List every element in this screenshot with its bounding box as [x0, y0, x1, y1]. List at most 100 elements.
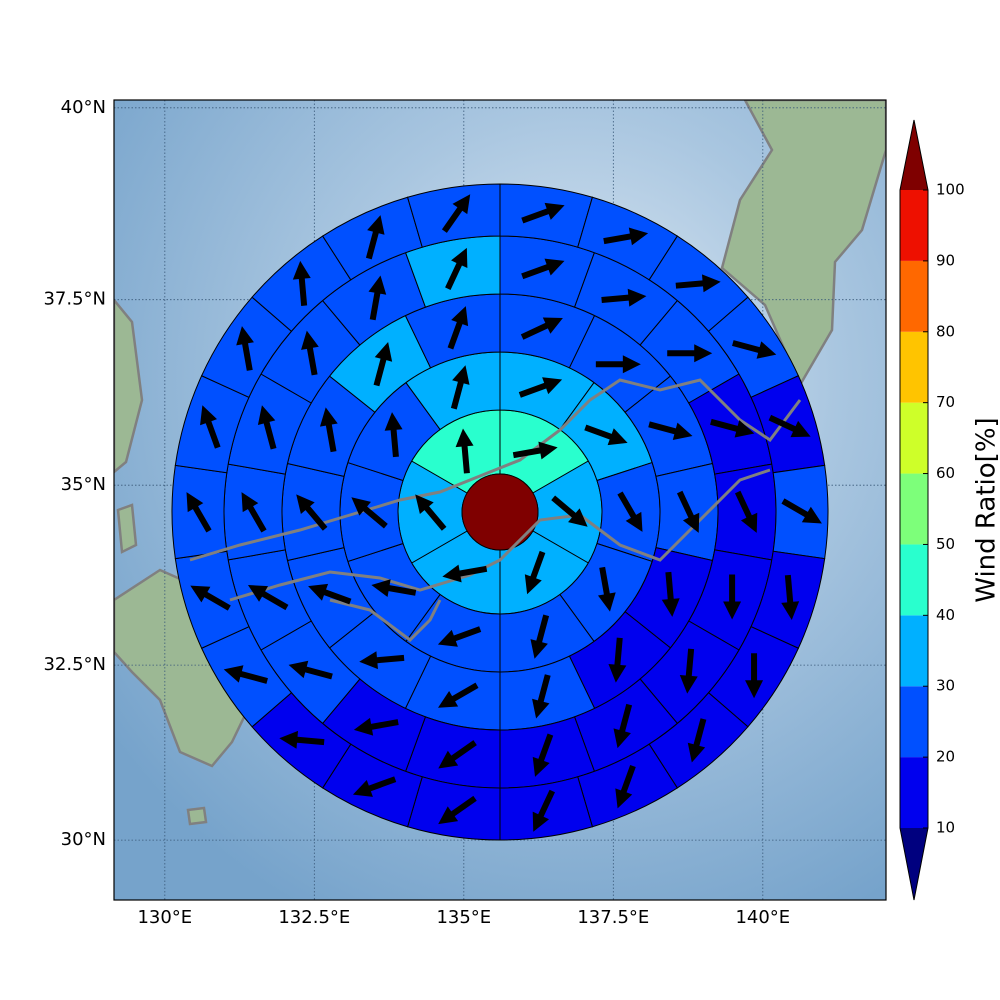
wind-arrow — [438, 682, 479, 708]
y-tick-label: 32.5°N — [43, 654, 106, 675]
wind-arrow — [384, 412, 403, 458]
land-korea — [114, 298, 144, 474]
wind-arrow — [584, 424, 628, 446]
colorbar-over — [900, 120, 928, 190]
wind-arrow — [442, 564, 488, 583]
wind-arrow — [415, 494, 447, 531]
wind-arrow — [524, 550, 546, 595]
map — [114, 100, 886, 900]
x-tick-label: 132.5°E — [278, 907, 350, 928]
colorbar-bin — [900, 402, 928, 474]
wind-arrow — [223, 665, 268, 684]
x-tick-label: 137.5°E — [577, 907, 649, 928]
wind-arrow — [710, 418, 755, 438]
wind-arrow — [373, 342, 393, 387]
y-tick-label: 37.5°N — [43, 289, 106, 310]
wind-arrow — [723, 574, 742, 620]
y-tick-label: 30°N — [61, 829, 106, 850]
wind-arrow — [359, 651, 405, 670]
colorbar-bin — [900, 473, 928, 545]
x-tick-label: 140°E — [735, 907, 790, 928]
wind-arrow — [675, 274, 721, 293]
land-island — [186, 806, 208, 826]
wind-arrow — [667, 344, 713, 363]
colorbar-tick-label: 20 — [936, 748, 955, 766]
coast-shikoku — [329, 598, 442, 642]
wind-arrow — [530, 614, 550, 659]
wind-arrow — [521, 202, 565, 224]
y-tick-label: 35°N — [61, 474, 106, 495]
wind-arrow — [679, 648, 698, 694]
wind-arrow — [441, 194, 471, 233]
wind-arrow — [518, 377, 563, 398]
wind-arrow — [603, 227, 649, 246]
colorbar-tick-label: 10 — [936, 819, 955, 837]
colorbar: 10 20 30 40 50 60 70 80 90 100 — [899, 119, 965, 901]
wind-arrow — [648, 421, 693, 440]
polar-grid — [171, 183, 829, 841]
wind-arrow — [613, 703, 633, 749]
x-tick-label: 130°E — [137, 907, 192, 928]
wind-arrow — [532, 789, 555, 832]
wind-arrow — [236, 326, 254, 371]
wind-arrow — [292, 260, 311, 306]
wind-arrow — [661, 571, 680, 617]
colorbar-tick-label: 80 — [936, 322, 955, 340]
wind-arrow — [190, 585, 231, 611]
wind-arrow — [687, 718, 707, 763]
wind-arrow — [595, 355, 641, 374]
wind-arrow — [308, 583, 352, 605]
center-circle — [461, 473, 539, 551]
wind-arrow — [676, 490, 700, 533]
wind-arrow — [353, 717, 399, 736]
colorbar-bin — [900, 190, 928, 261]
wind-arrow — [368, 275, 387, 321]
wind-arrow — [186, 492, 212, 533]
wind-arrow — [437, 626, 482, 647]
wind-arrow — [241, 492, 267, 533]
wind-arrow — [247, 584, 289, 611]
colorbar-bin — [900, 544, 928, 616]
wind-arrow — [734, 490, 758, 533]
colorbar-label: Wind Ratio[%] — [972, 417, 1000, 602]
x-tick-label: 135°E — [436, 907, 491, 928]
wind-arrow — [608, 637, 627, 683]
colorbar-bin — [900, 757, 928, 828]
wind-arrow — [450, 365, 470, 410]
wind-arrow — [455, 428, 474, 474]
axes: 130°E 132.5°E 135°E 137.5°E 140°E 30°N 32.5°N 3… — [43, 97, 790, 928]
map-frame — [113, 99, 887, 901]
wind-arrow — [617, 491, 643, 532]
colorbar-bin — [900, 260, 928, 332]
wind-arrow — [371, 579, 417, 597]
wind-arrow — [597, 566, 616, 612]
wind-arrow — [781, 574, 800, 620]
wind-arrow — [781, 498, 822, 524]
wind-arrow — [532, 674, 551, 719]
wind-arrow — [520, 317, 563, 340]
wind-arrow — [296, 494, 328, 531]
wind-arrow — [301, 330, 319, 376]
wind-arrow — [601, 288, 647, 307]
colorbar-tick-label: 60 — [936, 464, 955, 482]
colorbar-bin — [900, 686, 928, 758]
colorbar-bin — [900, 331, 928, 403]
wind-arrow — [257, 405, 277, 450]
y-tick-label: 40°N — [61, 97, 106, 118]
wind-arrow — [445, 247, 468, 290]
wind-arrow — [768, 414, 811, 438]
wind-arrow — [200, 405, 221, 449]
wind-arrow — [438, 740, 477, 769]
wind-arrow — [319, 407, 338, 453]
wind-arrow — [438, 795, 477, 825]
wind-arrow — [745, 653, 764, 699]
wind-arrow — [732, 340, 777, 359]
wind-arrow — [521, 258, 565, 280]
colorbar-tick-label: 50 — [936, 535, 955, 553]
colorbar-tick-label: 30 — [936, 677, 955, 695]
colorbar-tick-label: 90 — [936, 251, 955, 269]
wind-arrow — [351, 497, 388, 529]
wind-arrow — [365, 215, 385, 260]
colorbar-tick-label: 100 — [936, 181, 965, 199]
